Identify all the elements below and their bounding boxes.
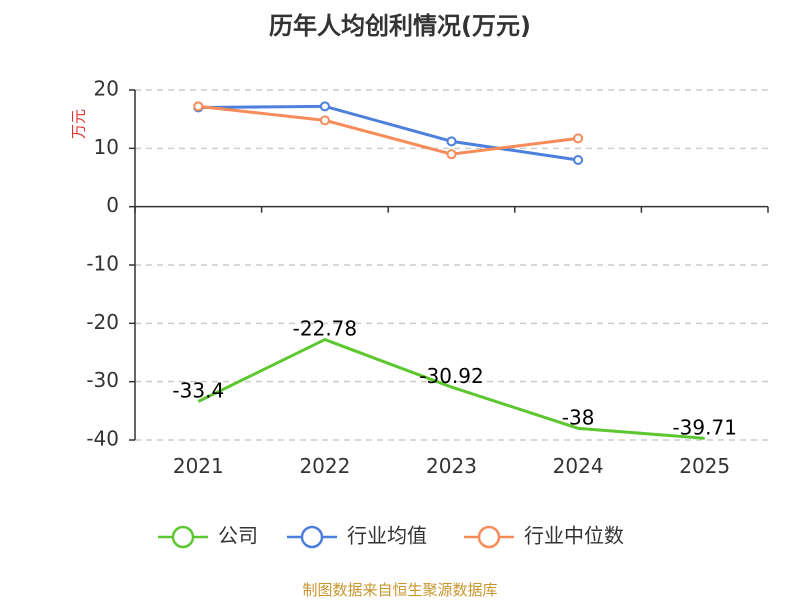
- x-tick-label: 2025: [679, 454, 730, 478]
- y-tick-label: -20: [86, 310, 119, 334]
- legend: 公司 行业均值 行业中位数: [158, 524, 624, 549]
- data-point-industry_avg: [319, 101, 330, 112]
- legend-label-industry_avg: 行业均值: [347, 524, 427, 548]
- footer-source: 制图数据来自恒生聚源数据库: [302, 581, 497, 599]
- series-line-industry_avg: [198, 104, 579, 162]
- series-line-company: [197, 338, 705, 440]
- chart-title: 历年人均创利情况(万元): [269, 12, 531, 40]
- legend-label-industry_median: 行业中位数: [524, 524, 624, 548]
- series-layer: [193, 101, 705, 440]
- axes: [129, 89, 769, 441]
- data-point-industry_avg: [446, 136, 457, 147]
- x-tick-label: 2022: [299, 454, 350, 478]
- data-label-company: -30.92: [419, 364, 483, 388]
- y-tick-labels: 20 10 0 -10 -20 -30 -40: [86, 77, 119, 451]
- series-line-industry_median: [198, 104, 579, 156]
- x-tick-label: 2023: [426, 454, 477, 478]
- data-label-company: -22.78: [293, 317, 357, 341]
- y-tick-label: 10: [94, 135, 119, 159]
- data-label-company: -38: [562, 405, 595, 429]
- x-tick-label: 2024: [553, 454, 604, 478]
- y-tick-label: -40: [86, 427, 119, 451]
- legend-label-company: 公司: [218, 524, 258, 548]
- legend-marker-industry_avg: [300, 525, 324, 549]
- x-tick-labels: 2021 2022 2023 2024 2025: [173, 454, 730, 478]
- data-label-company: -39.71: [672, 415, 736, 439]
- data-point-industry_median: [573, 133, 584, 144]
- data-point-industry_median: [319, 115, 330, 126]
- data-label-company: -33.4: [172, 379, 224, 403]
- legend-marker-industry_median: [477, 525, 501, 549]
- y-tick-label: -10: [86, 252, 119, 276]
- data-point-industry_median: [446, 149, 457, 160]
- y-tick-label: -30: [86, 368, 119, 392]
- y-tick-label: 20: [94, 77, 119, 101]
- legend-marker-company: [171, 525, 195, 549]
- data-point-industry_median: [193, 101, 204, 112]
- y-axis-unit-label: 万元: [70, 109, 88, 139]
- data-point-industry_avg: [573, 155, 584, 165]
- x-tick-label: 2021: [173, 454, 224, 478]
- data-labels: -33.4 -22.78 -30.92 -38 -39.71: [172, 317, 737, 440]
- y-tick-label: 0: [106, 193, 119, 217]
